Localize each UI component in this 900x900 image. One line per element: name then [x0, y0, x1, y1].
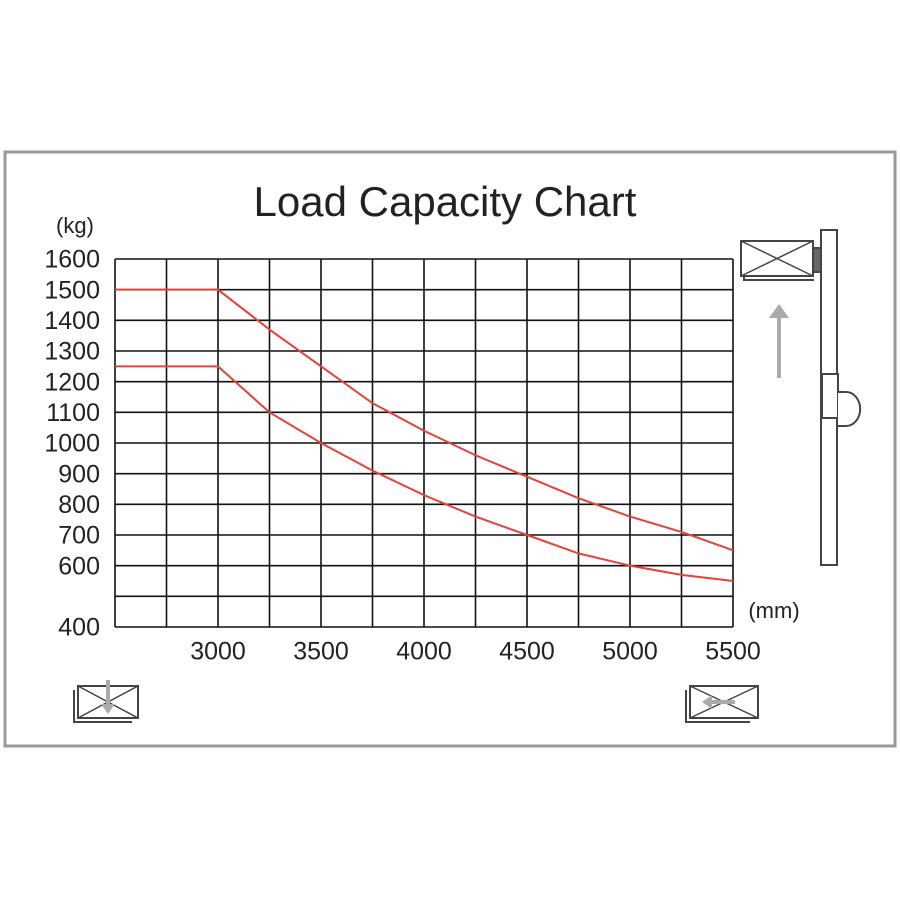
- y-axis-label: (kg): [56, 213, 94, 238]
- x-tick-label: 3500: [293, 638, 349, 666]
- x-tick-label: 3000: [190, 638, 246, 666]
- y-tick-label: 700: [58, 522, 100, 550]
- line: [115, 365, 734, 582]
- y-tick-label: 900: [58, 460, 100, 488]
- y-tick-label: 1200: [44, 368, 100, 396]
- pallet-icon-right: [685, 685, 759, 723]
- y-tick-label: 1300: [44, 338, 100, 366]
- x-tick-label: 4000: [396, 638, 452, 666]
- x-axis-label: (mm): [748, 598, 799, 623]
- chart-title: Load Capacity Chart: [254, 178, 637, 225]
- y-tick-label: 600: [58, 552, 100, 580]
- x-tick-label: 5500: [705, 638, 761, 666]
- pallet-icon-left: [73, 680, 139, 723]
- y-tick-label: 1100: [46, 399, 100, 427]
- y-tick-label: 1500: [44, 276, 100, 304]
- x-tick-label: 4500: [499, 638, 555, 666]
- line: [115, 288, 734, 552]
- y-tick-label: 1400: [44, 307, 100, 335]
- y-tick-label: 1600: [44, 246, 100, 274]
- y-tick-label: 800: [58, 491, 100, 519]
- x-tick-label: 5000: [602, 638, 658, 666]
- mast-icon: [740, 229, 862, 566]
- y-tick-label: 1000: [44, 430, 100, 458]
- y-tick-label: 400: [58, 614, 100, 642]
